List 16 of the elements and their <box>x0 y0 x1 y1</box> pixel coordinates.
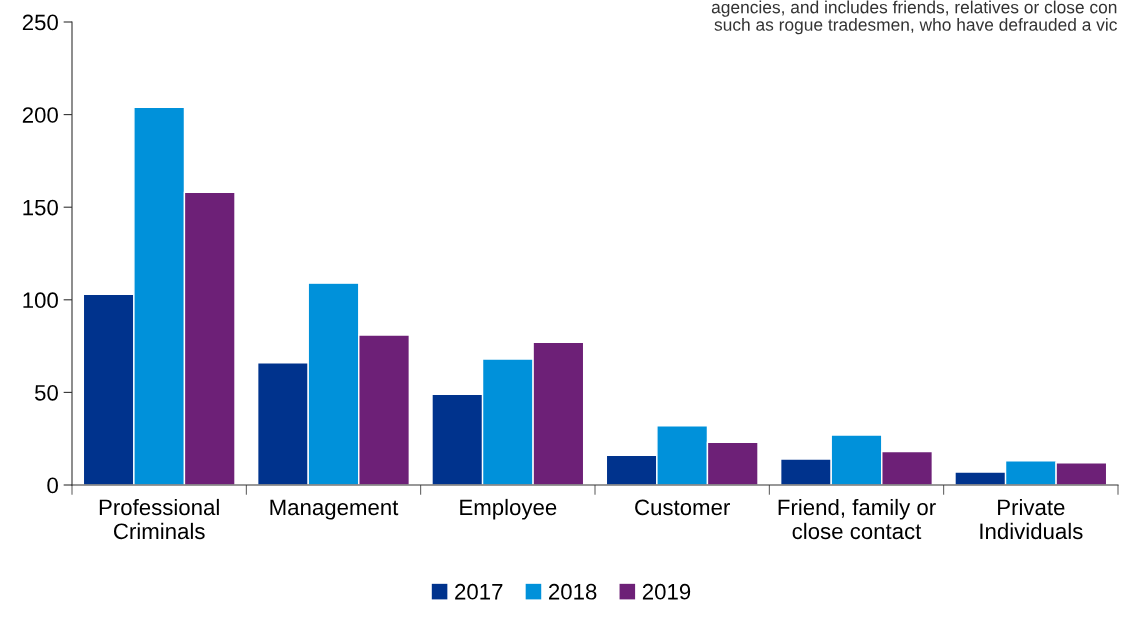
y-tick-label: 250 <box>22 14 58 31</box>
legend-label: 2019 <box>642 583 691 600</box>
legend-label: 2017 <box>455 583 503 600</box>
x-tick-label: Employee <box>460 498 557 520</box>
legend-label: 2018 <box>549 583 597 600</box>
y-tick-label: 150 <box>23 199 58 216</box>
y-tick-label: 0 <box>47 477 58 494</box>
x-tick-label: Customer <box>635 499 730 516</box>
annotation: agencies, and includes friends, relatives or close con such as rogue tradesmen, who have defrauded a vic <box>711 0 1117 35</box>
x-tick-label: Professional Criminals <box>99 498 219 540</box>
y-tick-label: 100 <box>23 292 58 309</box>
y-tick-label: 50 <box>34 384 58 401</box>
y-tick-label: 200 <box>22 107 58 123</box>
x-tick-label: Private Individuals <box>980 498 1083 540</box>
x-tick-label: Friend, family or close contact <box>778 498 936 540</box>
x-tick-label: Management <box>270 499 399 520</box>
